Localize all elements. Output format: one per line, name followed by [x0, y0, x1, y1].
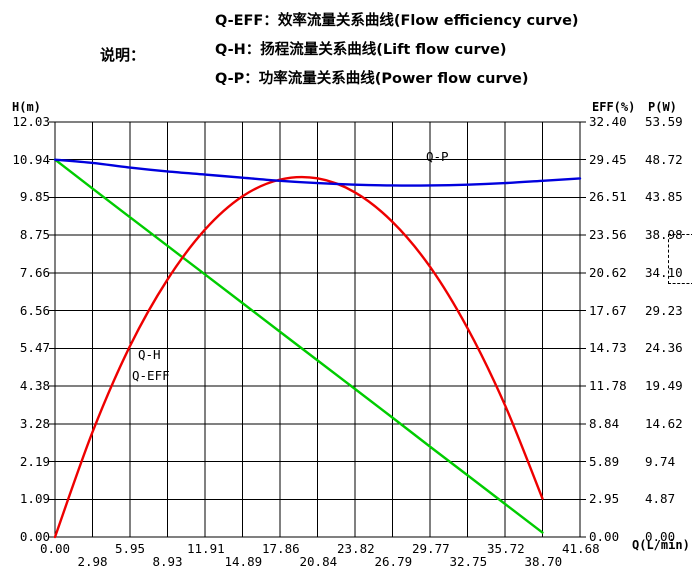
- y-tick-eff: 17.67: [589, 302, 627, 318]
- left-axis-title: H(m): [12, 100, 41, 114]
- x-tick: 23.82: [337, 541, 375, 556]
- y-tick-pw: 4.87: [645, 491, 676, 507]
- y-tick-left: 1.09: [19, 491, 50, 507]
- legend-block: 说明： Q-EFF：效率流量关系曲线(Flow efficiency curve…: [0, 0, 692, 98]
- chart-gridlines: [49, 121, 586, 538]
- y-tick-left: 10.94: [12, 151, 50, 167]
- y-tick-pw: 34.10: [645, 264, 683, 280]
- y-tick-left: 8.75: [19, 227, 50, 243]
- legend-item-qeff: Q-EFF：效率流量关系曲线(Flow efficiency curve): [215, 13, 579, 29]
- y-tick-eff: 14.73: [589, 340, 627, 356]
- curve-q-eff: [53, 175, 544, 539]
- x-tick: 41.68: [562, 541, 600, 556]
- x-axis-title: Q(L/min): [632, 538, 690, 552]
- legend-item-qp: Q-P：功率流量关系曲线(Power flow curve): [215, 71, 529, 87]
- y-tick-eff: 26.51: [589, 189, 627, 205]
- y-tick-pw: 38.98: [645, 227, 683, 243]
- y-tick-left: 12.03: [12, 114, 50, 129]
- curve-label-qeff: Q-EFF: [132, 368, 170, 383]
- y-tick-eff: 0.00: [589, 529, 620, 544]
- x-tick: 38.70: [524, 554, 563, 569]
- y-tick-eff: 32.40: [589, 114, 627, 129]
- curve-label-qp: Q-P: [426, 149, 449, 164]
- y-tick-left: 6.56: [19, 302, 50, 318]
- x-tick: 29.77: [412, 541, 450, 556]
- chart-plot-area: H(m) EFF(%) P(W) Q(L/min) 12.03 10.94 9.85…: [0, 98, 692, 578]
- y-tick-pw: 9.74: [645, 453, 676, 469]
- legend-item-qh: Q-H：扬程流量关系曲线(Lift flow curve): [215, 42, 507, 58]
- y-tick-pw: 19.49: [645, 378, 683, 394]
- y-tick-left: 4.38: [19, 378, 50, 394]
- y-tick-eff: 11.78: [589, 378, 627, 394]
- y-tick-left: 9.85: [19, 189, 50, 205]
- x-tick: 2.98: [77, 554, 108, 569]
- x-tick: 11.91: [187, 541, 225, 556]
- y-tick-left: 3.28: [19, 415, 50, 431]
- y-tick-eff: 8.84: [589, 415, 620, 431]
- right-axis-eff-title: EFF(%): [592, 100, 636, 114]
- selection-marker: [668, 234, 692, 284]
- legend-heading: 说明：: [100, 46, 146, 64]
- y-tick-eff: 5.89: [589, 453, 620, 469]
- y-tick-eff: 23.56: [589, 227, 627, 243]
- x-tick: 17.86: [262, 541, 300, 556]
- right-axis-pw-title: P(W): [648, 100, 677, 114]
- x-tick: 20.84: [299, 554, 338, 569]
- x-tick: 0.00: [39, 541, 71, 556]
- y-tick-pw: 29.23: [645, 302, 683, 318]
- y-tick-pw: 24.36: [645, 340, 683, 356]
- curve-label-qh: Q-H: [138, 347, 161, 362]
- x-tick: 8.93: [152, 554, 183, 569]
- curve-q-h: [53, 158, 544, 534]
- x-tick: 14.89: [224, 554, 263, 569]
- y-tick-pw: 48.72: [645, 151, 683, 167]
- y-tick-pw: 14.62: [645, 415, 683, 431]
- x-tick: 5.95: [114, 541, 146, 556]
- y-tick-left: 5.47: [19, 340, 50, 356]
- y-tick-left: 2.19: [19, 453, 50, 469]
- y-tick-left: 0.00: [19, 529, 50, 544]
- y-tick-pw: 0.00: [645, 529, 676, 544]
- y-tick-left: 7.66: [19, 264, 50, 280]
- x-tick: 35.72: [487, 541, 525, 556]
- y-tick-eff: 29.45: [589, 151, 627, 167]
- y-tick-eff: 2.95: [589, 491, 620, 507]
- y-tick-pw: 53.59: [645, 114, 683, 129]
- y-tick-pw: 43.85: [645, 189, 683, 205]
- chart-curves: [53, 158, 582, 539]
- curve-q-p: [53, 158, 582, 187]
- x-tick: 26.79: [374, 554, 413, 569]
- y-tick-eff: 20.62: [589, 264, 627, 280]
- x-tick: 32.75: [449, 554, 488, 569]
